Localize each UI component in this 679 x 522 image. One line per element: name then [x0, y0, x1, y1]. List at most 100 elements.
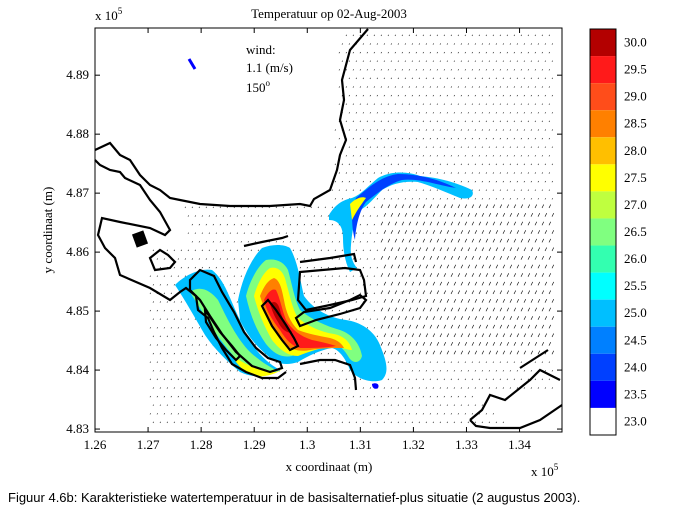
- velocity-vector: [170, 395, 172, 398]
- velocity-vector: [527, 307, 531, 312]
- velocity-vector: [432, 264, 436, 269]
- velocity-vector: [194, 249, 196, 252]
- velocity-vector: [429, 51, 431, 54]
- velocity-vector: [464, 69, 466, 71]
- velocity-vector: [425, 316, 429, 320]
- velocity-vector: [527, 103, 529, 105]
- velocity-vector: [219, 413, 221, 415]
- velocity-vector: [520, 120, 522, 123]
- velocity-vector: [387, 273, 391, 277]
- velocity-vector: [394, 86, 396, 88]
- velocity-vector: [474, 404, 476, 406]
- velocity-vector: [443, 103, 445, 105]
- velocity-vector: [471, 341, 475, 346]
- velocity-vector: [492, 341, 496, 346]
- velocity-vector: [548, 86, 550, 88]
- velocity-vector: [152, 421, 154, 424]
- velocity-vector: [453, 387, 455, 389]
- velocity-vector: [352, 155, 354, 157]
- velocity-vector: [432, 298, 436, 303]
- velocity-vector: [457, 172, 459, 174]
- velocity-vector: [362, 43, 364, 45]
- velocity-vector: [177, 361, 179, 363]
- velocity-vector: [271, 232, 273, 234]
- velocity-vector: [341, 404, 343, 406]
- velocity-vector: [240, 223, 242, 226]
- velocity-vector: [432, 43, 434, 45]
- velocity-vector: [453, 230, 457, 234]
- velocity-vector: [334, 129, 336, 131]
- velocity-vector: [397, 212, 401, 217]
- velocity-vector: [457, 238, 461, 243]
- velocity-vector: [233, 258, 235, 260]
- velocity-vector: [380, 103, 382, 105]
- velocity-vector: [439, 163, 441, 166]
- velocity-vector: [551, 316, 555, 320]
- velocity-vector: [481, 370, 483, 372]
- velocity-vector: [443, 34, 445, 37]
- velocity-vector: [439, 43, 441, 45]
- velocity-vector: [548, 238, 552, 243]
- velocity-vector: [418, 247, 422, 252]
- x-tick-label: 1.33: [455, 437, 478, 452]
- velocity-vector: [513, 155, 515, 157]
- velocity-vector: [394, 273, 398, 277]
- velocity-vector: [317, 206, 319, 209]
- velocity-vector: [513, 103, 515, 105]
- velocity-vector: [509, 112, 511, 114]
- velocity-vector: [390, 404, 392, 406]
- velocity-vector: [443, 413, 445, 415]
- velocity-vector: [373, 223, 375, 226]
- velocity-vector: [495, 421, 497, 424]
- velocity-vector: [537, 77, 539, 80]
- velocity-vector: [380, 137, 382, 140]
- y-tick-label: 4.84: [66, 362, 89, 377]
- velocity-vector: [338, 103, 340, 105]
- velocity-vector: [548, 273, 552, 277]
- velocity-vector: [537, 281, 541, 286]
- velocity-vector: [485, 378, 487, 381]
- velocity-vector: [488, 298, 492, 303]
- velocity-vector: [268, 223, 270, 226]
- velocity-vector: [537, 230, 541, 234]
- velocity-vector: [345, 86, 347, 88]
- velocity-vector: [516, 43, 518, 45]
- velocity-vector: [352, 241, 354, 243]
- velocity-vector: [149, 395, 151, 398]
- velocity-vector: [450, 238, 454, 243]
- velocity-vector: [429, 324, 433, 329]
- velocity-vector: [212, 361, 214, 363]
- velocity-vector: [474, 198, 476, 200]
- velocity-vector: [401, 290, 405, 295]
- velocity-vector: [551, 198, 553, 200]
- velocity-vector: [453, 264, 457, 269]
- velocity-vector: [299, 249, 301, 252]
- velocity-vector: [149, 344, 151, 346]
- velocity-vector: [492, 86, 494, 88]
- velocity-vector: [271, 404, 273, 406]
- colorbar-label: 26.0: [624, 251, 647, 266]
- velocity-vector: [173, 284, 175, 286]
- velocity-vector: [362, 163, 364, 166]
- velocity-vector: [551, 333, 555, 338]
- colorbar-swatch: [590, 218, 616, 246]
- velocity-vector: [499, 290, 503, 295]
- velocity-vector: [471, 155, 473, 157]
- velocity-vector: [453, 404, 455, 406]
- velocity-vector: [254, 223, 256, 226]
- wind-annotation-line3: 150o: [246, 78, 271, 95]
- velocity-vector: [390, 370, 392, 372]
- velocity-vector: [492, 378, 494, 381]
- velocity-vector: [369, 163, 371, 166]
- velocity-vector: [401, 324, 405, 329]
- x-tick-label: 1.3: [299, 437, 315, 452]
- velocity-vector: [376, 94, 378, 97]
- velocity-vector: [488, 350, 492, 355]
- velocity-vector: [201, 387, 203, 389]
- velocity-vector: [348, 421, 350, 424]
- velocity-vector: [401, 273, 405, 277]
- velocity-vector: [156, 395, 158, 398]
- velocity-vector: [530, 370, 532, 372]
- velocity-vector: [415, 341, 419, 346]
- colorbar-swatch: [590, 137, 616, 165]
